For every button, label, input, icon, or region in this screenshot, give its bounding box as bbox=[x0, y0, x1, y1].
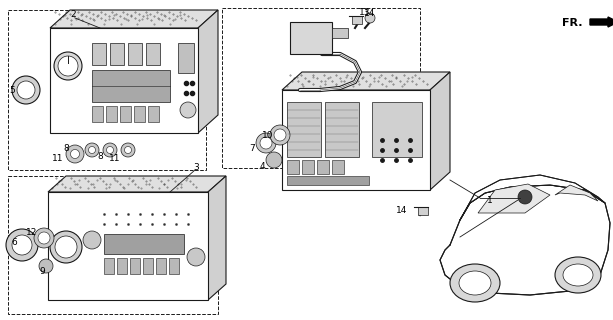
Text: FR.: FR. bbox=[562, 18, 582, 28]
Circle shape bbox=[55, 236, 77, 258]
Polygon shape bbox=[460, 175, 605, 220]
Circle shape bbox=[365, 13, 375, 23]
Circle shape bbox=[70, 149, 80, 158]
Bar bbox=[92, 106, 103, 122]
Bar bbox=[120, 106, 131, 122]
Polygon shape bbox=[50, 10, 218, 28]
Bar bbox=[92, 43, 106, 65]
Text: 1: 1 bbox=[487, 196, 493, 204]
Ellipse shape bbox=[450, 264, 500, 302]
Text: 11: 11 bbox=[109, 154, 121, 163]
Ellipse shape bbox=[563, 264, 593, 286]
Bar bbox=[104, 234, 184, 254]
Text: 7: 7 bbox=[249, 143, 255, 153]
Text: 14: 14 bbox=[364, 9, 376, 18]
Bar bbox=[117, 258, 127, 274]
Bar bbox=[148, 106, 159, 122]
Polygon shape bbox=[198, 10, 218, 133]
Circle shape bbox=[187, 248, 205, 266]
Circle shape bbox=[121, 143, 135, 157]
Circle shape bbox=[274, 129, 286, 141]
Circle shape bbox=[12, 76, 40, 104]
Text: 10: 10 bbox=[262, 131, 274, 140]
Polygon shape bbox=[430, 72, 450, 190]
Text: 11: 11 bbox=[52, 154, 64, 163]
Bar bbox=[106, 106, 117, 122]
Bar bbox=[372, 102, 422, 157]
Ellipse shape bbox=[555, 257, 601, 293]
Bar bbox=[134, 106, 145, 122]
Bar bbox=[130, 258, 140, 274]
Text: 14: 14 bbox=[397, 205, 408, 214]
Text: 4: 4 bbox=[259, 162, 265, 171]
Circle shape bbox=[54, 52, 82, 80]
Bar bbox=[325, 102, 359, 157]
Bar bbox=[302, 160, 314, 174]
Bar bbox=[143, 258, 153, 274]
Circle shape bbox=[270, 125, 290, 145]
FancyArrow shape bbox=[590, 17, 613, 27]
Ellipse shape bbox=[459, 271, 491, 295]
Text: 2: 2 bbox=[70, 10, 76, 19]
Polygon shape bbox=[48, 176, 226, 192]
Text: 8: 8 bbox=[63, 143, 69, 153]
Circle shape bbox=[39, 259, 53, 273]
Bar bbox=[352, 16, 362, 24]
Bar bbox=[287, 102, 321, 157]
Circle shape bbox=[6, 229, 38, 261]
Bar bbox=[8, 176, 218, 314]
Circle shape bbox=[266, 152, 282, 168]
Bar bbox=[290, 22, 332, 54]
Bar bbox=[418, 207, 428, 215]
Circle shape bbox=[50, 231, 82, 263]
Circle shape bbox=[12, 235, 32, 255]
Polygon shape bbox=[555, 185, 598, 201]
Text: 5: 5 bbox=[9, 85, 15, 94]
Circle shape bbox=[124, 147, 132, 154]
Circle shape bbox=[58, 56, 78, 76]
Circle shape bbox=[17, 81, 35, 99]
Bar bbox=[92, 70, 170, 102]
Polygon shape bbox=[440, 185, 610, 295]
Circle shape bbox=[260, 137, 272, 149]
Bar bbox=[287, 176, 369, 185]
Circle shape bbox=[180, 102, 196, 118]
Circle shape bbox=[66, 145, 84, 163]
Bar bbox=[317, 160, 329, 174]
Circle shape bbox=[38, 232, 50, 244]
Bar bbox=[332, 28, 348, 38]
Bar bbox=[169, 258, 179, 274]
Bar bbox=[48, 192, 208, 300]
Bar bbox=[332, 160, 344, 174]
Text: 3: 3 bbox=[193, 163, 199, 172]
Polygon shape bbox=[282, 72, 450, 90]
Polygon shape bbox=[208, 176, 226, 300]
Bar bbox=[146, 43, 160, 65]
Bar bbox=[104, 258, 114, 274]
Bar bbox=[222, 8, 420, 168]
Text: 13: 13 bbox=[359, 7, 371, 17]
Circle shape bbox=[256, 133, 276, 153]
Circle shape bbox=[103, 143, 117, 157]
Circle shape bbox=[83, 231, 101, 249]
Text: 9: 9 bbox=[39, 268, 45, 276]
Circle shape bbox=[518, 190, 532, 204]
Text: 6: 6 bbox=[11, 237, 17, 246]
Polygon shape bbox=[478, 184, 550, 213]
Text: 8: 8 bbox=[97, 151, 103, 161]
Bar bbox=[50, 28, 198, 133]
Circle shape bbox=[107, 147, 113, 154]
Bar bbox=[8, 10, 206, 170]
Bar bbox=[128, 43, 142, 65]
Text: 12: 12 bbox=[26, 228, 37, 236]
Bar bbox=[178, 43, 194, 73]
Bar bbox=[110, 43, 124, 65]
Circle shape bbox=[88, 147, 96, 154]
Circle shape bbox=[34, 228, 54, 248]
Bar bbox=[282, 90, 430, 190]
Bar bbox=[156, 258, 166, 274]
Bar bbox=[287, 160, 299, 174]
Circle shape bbox=[85, 143, 99, 157]
